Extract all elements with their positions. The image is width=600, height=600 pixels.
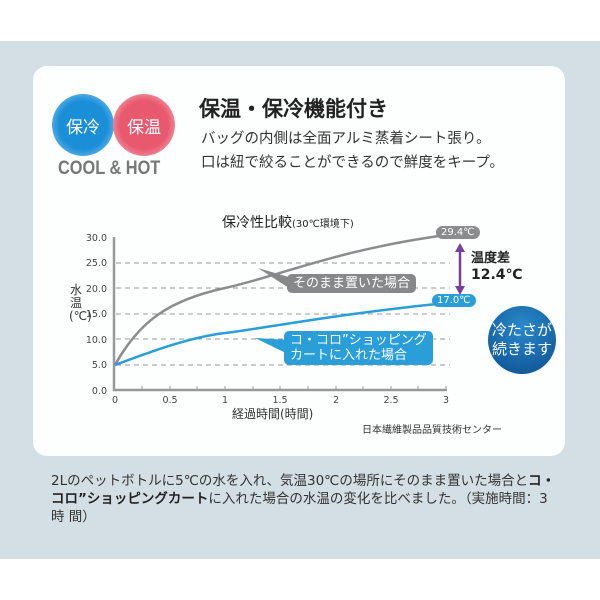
- svg-text:1.5: 1.5: [272, 395, 287, 406]
- diff-value: 12.4℃: [471, 267, 523, 283]
- test-description: 2Lのペットボトルに5℃の水を入れ、気温30℃の場所にそのまま置いた場合とコ・コ…: [51, 472, 561, 526]
- desc-line-2: 口は紐で絞ることができるので鮮度をキープ。: [201, 155, 504, 171]
- gridlines: [116, 262, 450, 366]
- note-part-2: に入れた場合の水温の変化を比べました。（実施時間：3 時 間）: [51, 491, 548, 525]
- x-axis-label: 経過時間(時間): [232, 407, 314, 421]
- series-blue-line: [114, 301, 447, 367]
- svg-text:5.0: 5.0: [92, 360, 107, 371]
- x-ticks: [141, 386, 447, 390]
- blue-label-line-2: カートに入れた場合: [290, 348, 408, 363]
- callout-line-1: 冷たさが: [491, 321, 552, 339]
- chart-title: 保冷性比較(30℃環境下): [222, 212, 354, 232]
- svg-text:3: 3: [443, 395, 449, 406]
- gray-series-label: そのまま置いた場合: [287, 274, 417, 293]
- svg-text:0.5: 0.5: [162, 395, 177, 406]
- svg-text:25.0: 25.0: [86, 258, 107, 269]
- blue-bubble-pointer: [255, 338, 290, 355]
- diff-label: 温度差: [471, 251, 511, 266]
- svg-text:0: 0: [112, 395, 118, 406]
- cool-badge: 保冷: [52, 94, 114, 156]
- svg-text:10.0: 10.0: [86, 335, 107, 346]
- svg-text:30.0: 30.0: [86, 233, 107, 244]
- data-source: 日本繊維製品品質技術センター: [362, 425, 502, 436]
- svg-text:15.0: 15.0: [86, 309, 107, 320]
- svg-text:2.5: 2.5: [383, 395, 398, 406]
- x-tick-labels: 0 0.5 1 1.5 2 2.5 3: [112, 395, 449, 406]
- temperature-difference: 温度差 12.4℃: [471, 251, 523, 283]
- note-product-name: コ・コロ”ショッピングカート: [51, 473, 556, 507]
- feature-description: バッグの内側は全面アルミ蒸着シート張り。 口は紐で絞ることができるので鮮度をキー…: [201, 127, 504, 175]
- hot-badge: 保温: [113, 94, 175, 156]
- cool-badge-label: 保冷: [66, 117, 100, 138]
- blue-end-value: 17.0℃: [432, 294, 476, 307]
- chart-title-main: 保冷性比較: [222, 215, 292, 231]
- svg-text:0.0: 0.0: [92, 386, 107, 397]
- svg-text:2: 2: [333, 395, 339, 406]
- series-gray-line: [113, 233, 447, 366]
- chart-title-note: (30℃環境下): [292, 219, 354, 230]
- y-axis-label: 水温(℃): [69, 283, 92, 323]
- y-tick-labels: 30.0 25.0 20.0 15.0 10.0 5.0 0.0: [86, 233, 107, 397]
- note-part-1: 2Lのペットボトルに5℃の水を入れ、気温30℃の場所にそのまま置いた場合と: [51, 473, 529, 489]
- feature-title: 保温・保冷機能付き: [199, 97, 388, 121]
- hot-badge-label: 保温: [127, 117, 161, 138]
- blue-series-label: コ・コロ”ショッピング カートに入れた場合: [284, 331, 433, 365]
- desc-line-1: バッグの内側は全面アルミ蒸着シート張り。: [201, 131, 491, 147]
- stays-cold-callout: 冷たさが 続きます: [488, 306, 556, 374]
- gray-end-value: 29.4℃: [436, 226, 480, 239]
- gray-bubble-pointer: [258, 268, 292, 290]
- svg-text:20.0: 20.0: [86, 284, 107, 295]
- callout-line-2: 続きます: [491, 340, 552, 358]
- cool-hot-caption: COOL & HOT: [58, 158, 161, 179]
- blue-label-line-1: コ・コロ”ショッピング: [290, 333, 427, 348]
- svg-text:1: 1: [222, 395, 228, 406]
